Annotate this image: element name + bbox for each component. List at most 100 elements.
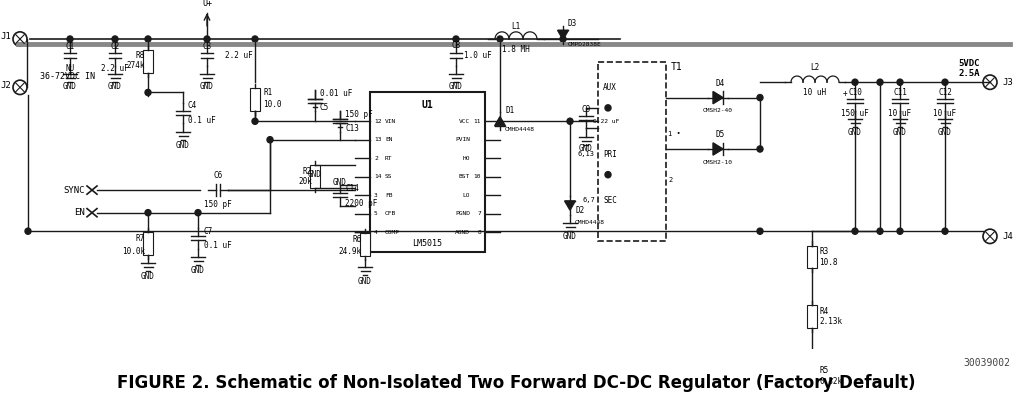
Text: BST: BST: [459, 174, 470, 179]
Text: SYNC: SYNC: [63, 185, 85, 195]
Text: D1: D1: [505, 106, 514, 116]
Text: 2.2 uF: 2.2 uF: [101, 64, 129, 73]
Text: 24.9k: 24.9k: [339, 247, 362, 256]
Text: VCC: VCC: [459, 119, 470, 124]
Circle shape: [757, 94, 763, 101]
Text: C4: C4: [188, 101, 197, 110]
Circle shape: [897, 228, 903, 234]
Text: C11: C11: [894, 88, 907, 97]
Text: 274k: 274k: [126, 61, 145, 70]
Text: FIGURE 2. Schematic of Non-Isolated Two Forward DC-DC Regulator (Factory Default: FIGURE 2. Schematic of Non-Isolated Two …: [117, 374, 915, 392]
Text: 2.13k: 2.13k: [819, 317, 842, 326]
Text: L1: L1: [511, 22, 521, 31]
Text: J3: J3: [1002, 78, 1012, 87]
Circle shape: [497, 36, 503, 42]
Text: 150 pF: 150 pF: [345, 110, 373, 119]
Circle shape: [112, 36, 118, 42]
Text: 10 uF: 10 uF: [888, 108, 911, 118]
Text: 13: 13: [374, 137, 381, 142]
Text: 0.22 uF: 0.22 uF: [593, 119, 619, 124]
Text: 0.1 uF: 0.1 uF: [188, 116, 216, 125]
Circle shape: [453, 36, 459, 42]
Bar: [370, 93, 486, 252]
Text: 1.0 uF: 1.0 uF: [464, 51, 492, 60]
Text: AUX: AUX: [603, 83, 617, 92]
Text: C10: C10: [848, 88, 862, 97]
Bar: [359, 233, 370, 256]
Text: C14: C14: [345, 183, 358, 193]
Text: CMSH2-40: CMSH2-40: [703, 108, 733, 114]
Text: 4: 4: [374, 230, 378, 235]
Text: GND: GND: [191, 266, 205, 275]
Bar: [807, 246, 817, 268]
Text: R7: R7: [135, 234, 145, 243]
Text: 150 uF: 150 uF: [841, 108, 869, 118]
Circle shape: [877, 228, 883, 234]
Text: C5: C5: [320, 103, 330, 112]
Circle shape: [852, 228, 858, 234]
Text: GND: GND: [449, 82, 463, 91]
Text: 8: 8: [477, 230, 481, 235]
Circle shape: [67, 36, 73, 42]
Text: 1 •: 1 •: [668, 131, 681, 137]
Text: PGND: PGND: [455, 211, 470, 216]
Text: PVIN: PVIN: [455, 137, 470, 142]
Text: 3: 3: [374, 193, 378, 198]
Text: 36-72VDC IN: 36-72VDC IN: [40, 71, 95, 81]
Text: C7: C7: [204, 227, 213, 236]
Text: T1: T1: [671, 62, 683, 72]
Text: 10: 10: [473, 174, 481, 179]
Circle shape: [897, 79, 903, 85]
Text: COMP: COMP: [385, 230, 400, 235]
Text: GND: GND: [308, 170, 322, 179]
Polygon shape: [495, 117, 505, 126]
Bar: [250, 89, 260, 111]
Text: 2: 2: [374, 156, 378, 161]
Text: GND: GND: [108, 82, 122, 91]
Text: GND: GND: [333, 178, 347, 187]
Text: 5VDC: 5VDC: [959, 59, 980, 68]
Text: D5: D5: [716, 130, 724, 139]
Text: 0.01 uF: 0.01 uF: [320, 89, 352, 98]
Text: GND: GND: [142, 272, 155, 281]
Bar: [598, 62, 666, 241]
Text: C12: C12: [938, 88, 952, 97]
Circle shape: [757, 146, 763, 152]
Text: LM5015: LM5015: [412, 239, 442, 248]
Text: L2: L2: [810, 63, 819, 72]
Circle shape: [852, 79, 858, 85]
Text: RT: RT: [385, 156, 393, 161]
Circle shape: [204, 36, 210, 42]
Text: 2.5A: 2.5A: [959, 69, 980, 79]
Text: GND: GND: [848, 128, 862, 137]
Text: CMPD2838E: CMPD2838E: [568, 42, 602, 47]
Text: C3: C3: [202, 42, 212, 51]
Polygon shape: [713, 143, 723, 155]
Bar: [807, 305, 817, 328]
Text: C13: C13: [345, 124, 358, 133]
Text: J4: J4: [1002, 232, 1012, 241]
Text: 2: 2: [668, 177, 672, 183]
Circle shape: [252, 118, 258, 124]
Circle shape: [195, 210, 201, 216]
Polygon shape: [565, 201, 575, 210]
Text: 0.82k: 0.82k: [819, 377, 842, 386]
Circle shape: [605, 105, 611, 111]
Text: 1.8 MH: 1.8 MH: [502, 45, 530, 54]
Text: D4: D4: [716, 79, 724, 88]
Text: 10 uF: 10 uF: [934, 108, 957, 118]
Bar: [807, 365, 817, 387]
Text: +: +: [843, 89, 847, 98]
Text: R8: R8: [135, 51, 145, 60]
Text: AGND: AGND: [455, 230, 470, 235]
Text: J1: J1: [0, 33, 11, 42]
Text: D2: D2: [575, 206, 585, 215]
Polygon shape: [558, 30, 568, 40]
Text: U+: U+: [202, 0, 212, 8]
Text: D3: D3: [568, 19, 577, 28]
Circle shape: [605, 172, 611, 178]
Circle shape: [145, 210, 151, 216]
Text: J2: J2: [0, 81, 11, 90]
Text: 10.0k: 10.0k: [122, 247, 145, 256]
Circle shape: [877, 79, 883, 85]
